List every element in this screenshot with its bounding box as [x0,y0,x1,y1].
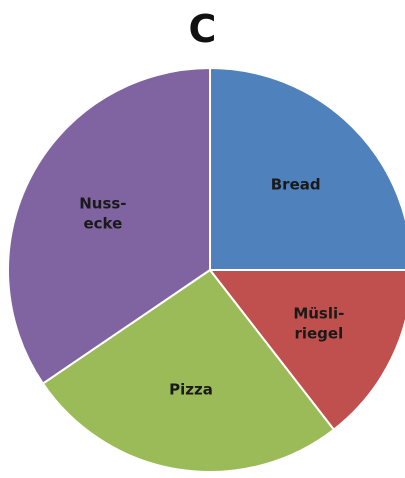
pie-slice-label-line: ecke [83,214,122,232]
pie-labels: Bread Müsli-riegel Pizza Nuss-ecke [79,175,344,398]
pie-slice-label-0: Bread [271,175,321,193]
pie-slice-label-line: Pizza [169,381,213,399]
pie-slice-label-2: Pizza [169,381,213,399]
pie-slice-label-line: Bread [271,175,321,193]
pie-slice-label-line: Müsli- [293,304,344,322]
pie-slice-label-line: riegel [294,324,343,342]
pie-slice-0 [209,66,405,271]
pie-slice-label-line: Nuss- [79,194,126,212]
pie-slice-2 [41,268,336,473]
pie-slice-label-1: Müsli-riegel [293,304,344,342]
pie-slice-label-3: Nuss-ecke [79,194,126,232]
pie-slice-3 [7,66,211,385]
chart-title: C [188,7,217,51]
pie-slice-1 [207,269,405,432]
pie-slices [7,66,405,473]
